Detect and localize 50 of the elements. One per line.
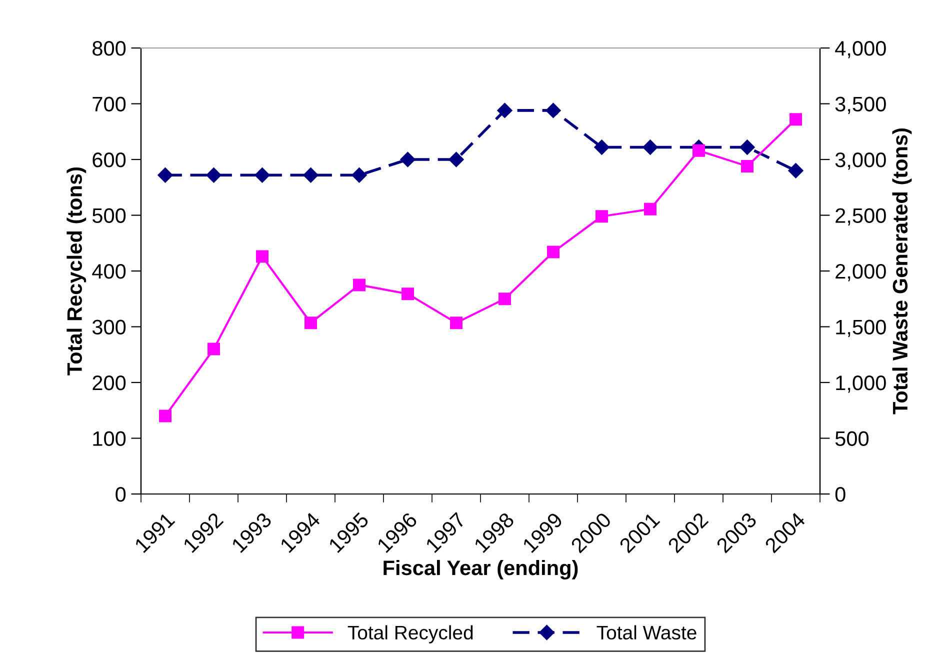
point [402, 288, 414, 300]
point [450, 316, 462, 330]
point [546, 102, 561, 118]
y-tick-label: 700 [92, 96, 126, 112]
point [498, 292, 511, 306]
point [158, 168, 173, 183]
point [594, 140, 610, 155]
y-tick-label: 100 [93, 431, 126, 446]
y-tick-label: 400 [92, 264, 126, 279]
y2-tick-label: 0 [835, 487, 846, 502]
point [788, 163, 804, 178]
point [596, 210, 608, 223]
point [208, 342, 220, 356]
point [644, 202, 656, 216]
point [353, 278, 366, 292]
y2-tick-label: 3,500 [835, 96, 886, 114]
y-axis-title: Total Recycled (tons) [66, 167, 86, 376]
point [400, 152, 416, 168]
y-tick-label: 500 [92, 208, 126, 224]
point [448, 152, 464, 168]
y2-tick-label: 1,500 [836, 320, 886, 337]
y2-tick-label: 3,000 [835, 152, 886, 170]
point [206, 168, 222, 183]
point [303, 168, 318, 183]
y-tick-label: 0 [116, 487, 126, 502]
y-tick-label: 800 [92, 41, 126, 56]
point [497, 102, 512, 118]
point [547, 246, 560, 258]
point [256, 250, 268, 263]
y2-tick-label: 4,000 [835, 41, 886, 58]
point [790, 113, 802, 126]
point [740, 140, 755, 155]
point [254, 168, 270, 183]
y2-tick-label: 500 [835, 431, 869, 446]
y-tick-label: 200 [92, 376, 126, 390]
point [159, 410, 172, 422]
legend-label: Total Waste [596, 625, 696, 640]
point [692, 144, 705, 157]
y2-axis-title: Total Waste Generated (tons) [892, 128, 912, 414]
y-tick-label: 300 [92, 320, 126, 335]
point [741, 160, 754, 172]
legend-label: Total Recycled [348, 625, 473, 644]
x-axis-title: Fiscal Year (ending) [384, 560, 578, 580]
point [352, 168, 367, 183]
y-tick-label: 600 [92, 152, 126, 168]
y2-tick-label: 1,000 [836, 376, 886, 393]
y2-tick-label: 2,000 [836, 264, 886, 282]
point [642, 140, 658, 155]
point [304, 316, 317, 330]
y2-tick-label: 2,500 [836, 208, 886, 226]
